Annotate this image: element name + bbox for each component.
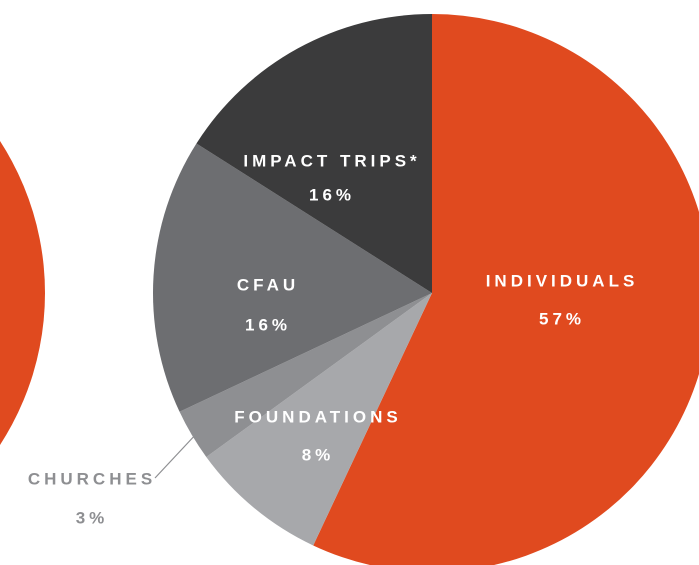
slice-value: 16%	[309, 185, 355, 204]
slice-label: CFAU	[237, 275, 299, 294]
pie-slice	[196, 14, 432, 293]
slice-value: 57%	[539, 309, 585, 328]
slice-label: INDIVIDUALS	[486, 271, 639, 290]
labels: INDIVIDUALS 57% FOUNDATIONS 8% CHURCHES 3% CFA…	[28, 151, 639, 527]
pie	[152, 14, 699, 565]
pie-slice	[206, 293, 432, 546]
pie-slice	[313, 14, 699, 565]
pie-slice	[152, 143, 432, 412]
slice-label: CHURCHES	[28, 469, 156, 488]
slice-value: 8%	[302, 445, 335, 464]
pie-slice	[179, 293, 432, 457]
leader-line	[154, 431, 199, 479]
decorative-pie-edge	[0, 141, 45, 445]
slice-label: FOUNDATIONS	[234, 407, 401, 426]
slice-value: 3%	[76, 508, 109, 527]
slice-value: 16%	[245, 315, 291, 334]
slice-label: IMPACT TRIPS*	[243, 151, 420, 170]
